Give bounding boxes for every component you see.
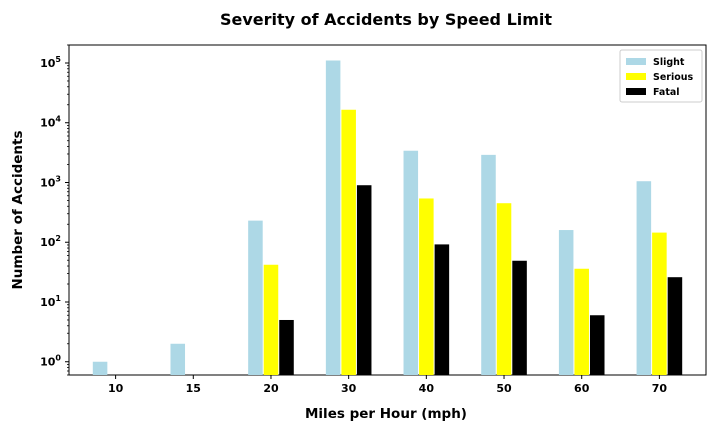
- legend-swatch-serious: [626, 73, 646, 80]
- x-tick-label-70: 70: [652, 382, 668, 395]
- legend-label-fatal: Fatal: [653, 87, 680, 98]
- chart-title: Severity of Accidents by Speed Limit: [220, 10, 552, 29]
- bar-slight-15: [170, 343, 186, 375]
- plot-frame: [68, 44, 707, 376]
- legend: Slight Serious Fatal: [619, 49, 703, 103]
- x-tick-label-50: 50: [496, 382, 512, 395]
- legend-swatch-fatal: [626, 88, 646, 95]
- y-tick-label-1: 101: [40, 294, 61, 309]
- y-tick-label-5: 105: [40, 55, 61, 70]
- bar-slight-10: [92, 361, 108, 375]
- bar-serious-60: [574, 268, 589, 375]
- x-tick-label-60: 60: [574, 382, 590, 395]
- bar-slight-50: [481, 154, 496, 375]
- legend-label-slight: Slight: [653, 57, 685, 68]
- y-tick-label-3: 103: [40, 174, 61, 189]
- bar-serious-20: [263, 264, 279, 375]
- bar-slight-20: [248, 220, 263, 375]
- legend-swatch-slight: [626, 58, 646, 65]
- x-tick-label-20: 20: [263, 382, 279, 395]
- bar-slight-60: [558, 230, 574, 375]
- x-axis-label: Miles per Hour (mph): [305, 406, 467, 422]
- bar-serious-50: [496, 203, 512, 375]
- x-tick-label-15: 15: [186, 382, 201, 395]
- bar-serious-40: [419, 198, 434, 375]
- bar-slight-70: [636, 181, 652, 375]
- bar-fatal-20: [279, 319, 294, 375]
- bar-serious-30: [341, 109, 356, 376]
- bar-serious-70: [652, 232, 667, 375]
- bar-slight-40: [403, 150, 419, 375]
- y-axis-label: Number of Accidents: [10, 130, 26, 289]
- legend-label-serious: Serious: [653, 72, 694, 83]
- x-tick-label-10: 10: [108, 382, 124, 395]
- bar-slight-30: [325, 60, 341, 376]
- bar-fatal-30: [356, 185, 372, 375]
- bar-fatal-50: [512, 260, 527, 375]
- x-tick-label-40: 40: [419, 382, 435, 395]
- bar-fatal-40: [434, 244, 450, 375]
- bar-fatal-60: [589, 315, 605, 375]
- plot-area: 10 15 20 30 40 50 60 70 100 101 102 103 104 105: [40, 44, 707, 395]
- bar-fatal-70: [667, 277, 683, 375]
- y-tick-label-2: 102: [40, 234, 61, 249]
- y-tick-label-0: 100: [40, 354, 61, 369]
- y-tick-label-4: 104: [40, 115, 61, 130]
- x-tick-label-30: 30: [341, 382, 357, 395]
